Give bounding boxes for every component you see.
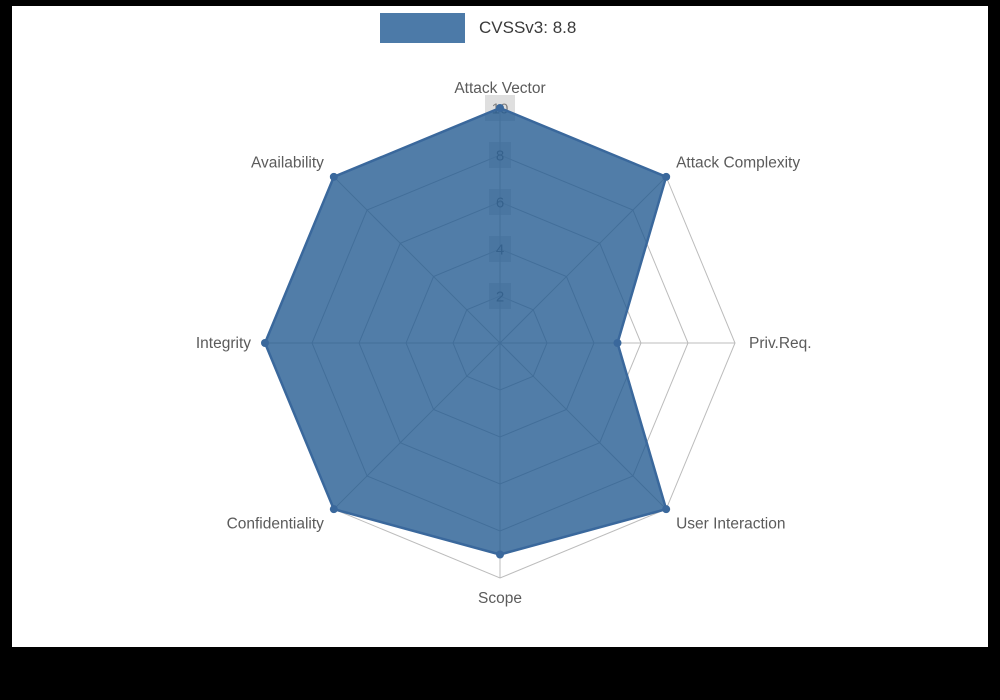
radar-axis-labels: Attack Vector Attack Complexity Priv.Req. U… xyxy=(196,80,812,607)
radar-series[interactable] xyxy=(261,104,671,559)
legend-item[interactable]: CVSSv3: 8.8 xyxy=(380,13,576,43)
radar-axis-label: User Interaction xyxy=(676,515,785,532)
radar-data-point[interactable] xyxy=(662,172,671,181)
radar-axis-label: Priv.Req. xyxy=(749,335,812,352)
radar-data-point[interactable] xyxy=(496,550,504,559)
radar-axis-label: Confidentiality xyxy=(227,515,325,532)
radar-axis-label: Availability xyxy=(251,155,324,172)
radar-axis-label: Attack Vector xyxy=(454,80,545,97)
legend-swatch[interactable] xyxy=(380,13,465,43)
radar-axis-label: Scope xyxy=(478,590,522,607)
radar-data-point[interactable] xyxy=(329,505,338,514)
radar-data-point[interactable] xyxy=(496,104,504,112)
legend-label[interactable]: CVSSv3: 8.8 xyxy=(479,18,577,37)
radar-data-point[interactable] xyxy=(662,505,671,514)
radar-axis-label: Integrity xyxy=(196,335,251,352)
radar-data-point[interactable] xyxy=(261,339,269,347)
radar-axis-label: Attack Complexity xyxy=(676,155,800,172)
radar-data-point[interactable] xyxy=(613,339,622,347)
radar-data-point[interactable] xyxy=(329,172,338,181)
